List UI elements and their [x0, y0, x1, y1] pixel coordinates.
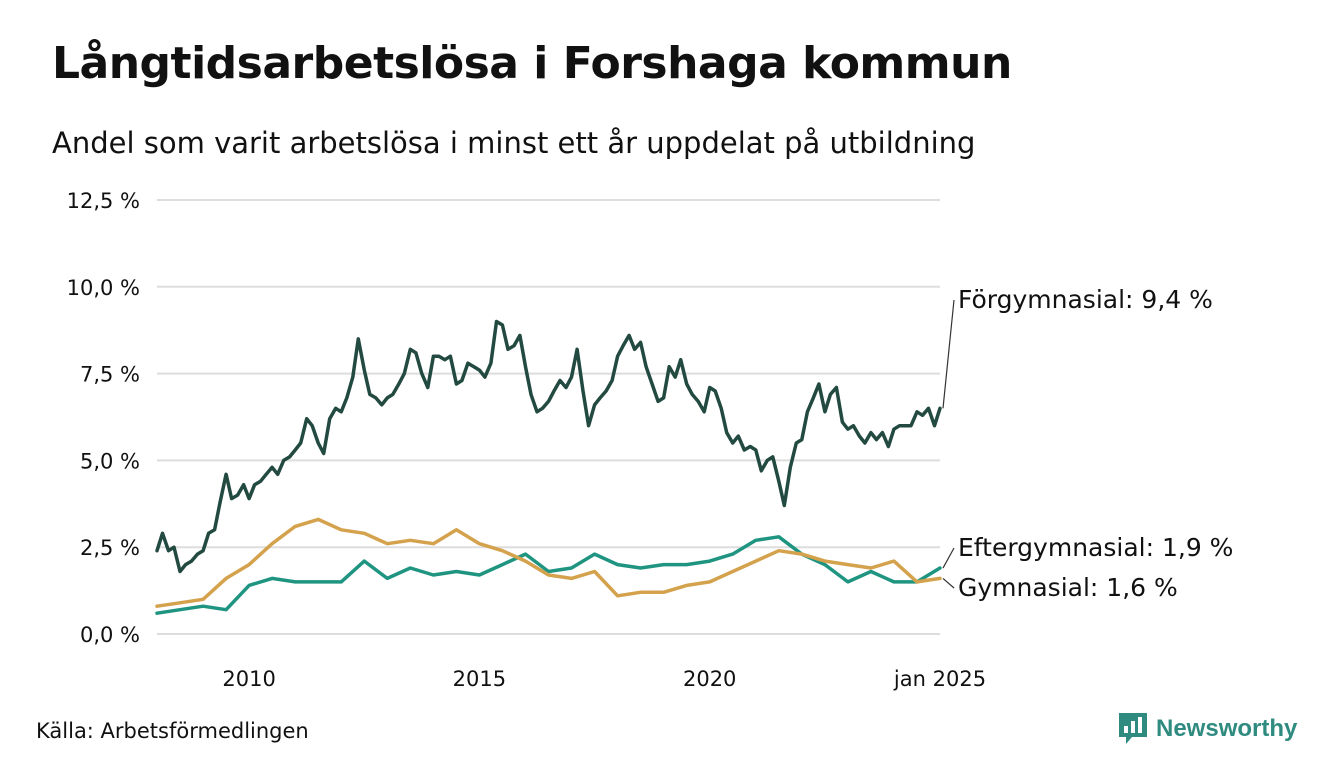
y-tick-label: 2,5 % [80, 536, 140, 560]
series-lines [155, 319, 942, 615]
x-tick-label: 2015 [453, 667, 506, 691]
label-connector [942, 299, 955, 409]
series-line-gymnasial [155, 517, 942, 608]
y-axis-ticks: 0,0 % 2,5 % 5,0 % 7,5 % 10,0 % 12,5 % [67, 189, 140, 647]
series-label-förgymnasial: Förgymnasial: 9,4 % [958, 285, 1213, 314]
x-tick-label: jan 2025 [893, 667, 986, 691]
y-tick-label: 7,5 % [80, 363, 140, 387]
series-label-gymnasial: Gymnasial: 1,6 % [958, 573, 1178, 602]
label-connector [942, 547, 955, 569]
line-chart: 0,0 %2,5 %5,0 %7,5 %10,0 %12,5 % 2010 201… [67, 189, 1234, 691]
gridlines [157, 199, 940, 635]
x-tick-label: 2010 [222, 667, 275, 691]
newsworthy-logo-icon [1119, 713, 1147, 744]
source-note: Källa: Arbetsförmedlingen [36, 719, 309, 743]
brand-name: Newsworthy [1156, 715, 1298, 742]
x-tick-label: 2020 [683, 667, 736, 691]
series-label-eftergymnasial: Eftergymnasial: 1,9 % [958, 533, 1233, 562]
y-tick-label: 12,5 % [67, 189, 140, 213]
x-axis-ticks: 2010 2015 2020 jan 2025 [222, 667, 986, 691]
series-line-förgymnasial [155, 319, 942, 574]
series-labels: Förgymnasial: 9,4 % Eftergymnasial: 1,9 %… [942, 285, 1233, 602]
y-tick-label: 10,0 % [67, 276, 140, 300]
y-tick-label: 0,0 % [80, 623, 140, 647]
y-tick-label: 5,0 % [80, 449, 140, 473]
chart-subtitle: Andel som varit arbetslösa i minst ett å… [52, 126, 976, 160]
label-connector [942, 577, 955, 589]
brand-logo[interactable]: Newsworthy [1118, 712, 1297, 746]
chart-title: Långtidsarbetslösa i Forshaga kommun [52, 38, 1012, 89]
